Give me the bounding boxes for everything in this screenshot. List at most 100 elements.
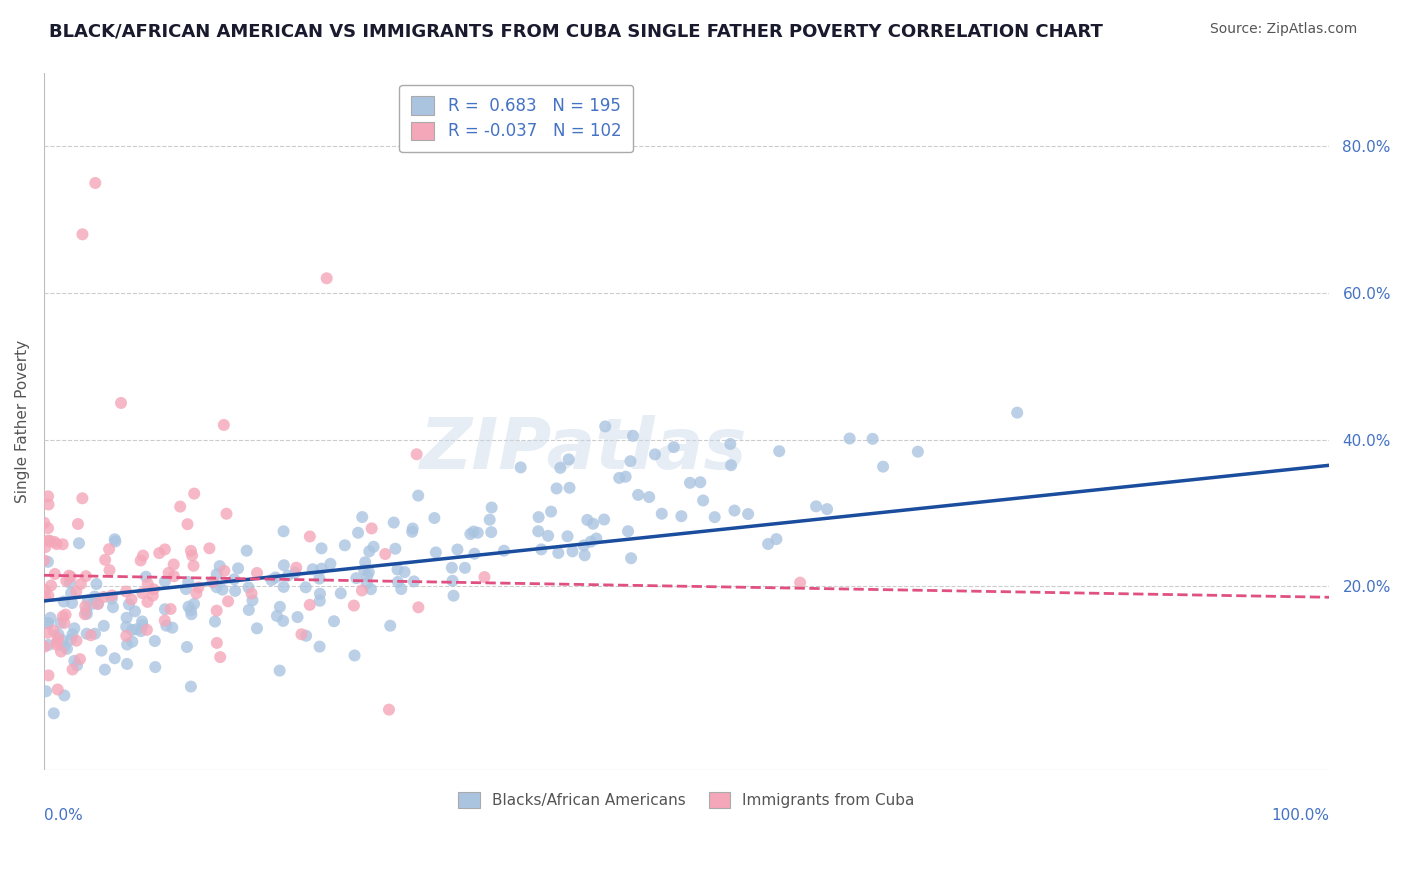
Point (37, 638, 59, 652)
Point (153, 614, 176, 628)
Point (39, 533, 62, 548)
Point (75, 604, 97, 618)
Point (815, 502, 838, 516)
Point (49, 615, 72, 630)
Point (202, 574, 225, 589)
Point (266, 608, 288, 623)
Point (55, 574, 77, 588)
Point (58, 568, 80, 582)
Point (405, 447, 427, 461)
Point (37, 521, 59, 535)
Point (582, 516, 605, 531)
Point (343, 599, 366, 613)
Point (235, 543, 257, 558)
Point (441, 574, 464, 588)
Point (478, 513, 501, 527)
Point (69, 652, 91, 666)
Point (162, 621, 184, 635)
Point (576, 513, 599, 527)
Point (311, 561, 333, 575)
Point (121, 592, 143, 607)
Point (53, 615, 76, 630)
Point (53, 689, 76, 703)
Text: 0.0%: 0.0% (44, 808, 83, 823)
Point (614, 469, 637, 483)
Point (148, 546, 170, 560)
Point (1005, 406, 1028, 420)
Point (872, 459, 894, 474)
Point (617, 524, 640, 539)
Point (159, 602, 181, 616)
Point (65, 633, 87, 648)
Point (136, 595, 159, 609)
Point (804, 500, 827, 514)
Point (212, 417, 235, 432)
Point (572, 538, 595, 552)
Point (180, 544, 202, 558)
Point (183, 558, 205, 573)
Point (360, 521, 382, 535)
Point (157, 566, 180, 580)
Point (52, 609, 75, 624)
Point (129, 553, 152, 567)
Point (32, 516, 55, 530)
Point (32, 553, 55, 567)
Point (121, 623, 143, 637)
Point (273, 580, 295, 594)
Point (153, 574, 176, 589)
Point (118, 598, 141, 612)
Point (350, 583, 373, 598)
Point (287, 610, 309, 624)
Point (34, 640, 56, 654)
Point (44, 535, 66, 549)
Point (38, 498, 60, 512)
Point (718, 437, 741, 451)
Point (357, 565, 380, 579)
Point (98, 563, 121, 577)
Point (474, 570, 496, 584)
Point (80, 628, 103, 642)
Point (100, 591, 122, 606)
Point (209, 650, 232, 665)
Point (115, 657, 138, 671)
Point (380, 618, 402, 632)
Point (66, 516, 89, 531)
Point (153, 602, 176, 616)
Point (48, 627, 70, 641)
Y-axis label: Single Father Poverty: Single Father Poverty (15, 340, 30, 503)
Point (59, 570, 82, 584)
Point (52, 537, 75, 551)
Point (768, 444, 790, 458)
Point (347, 525, 370, 540)
Text: ZIPatlas: ZIPatlas (420, 415, 748, 483)
Point (37, 589, 59, 603)
Point (153, 542, 176, 557)
Point (389, 582, 412, 596)
Point (662, 440, 685, 454)
Point (423, 511, 446, 525)
Point (374, 547, 396, 561)
Point (201, 575, 224, 590)
Point (37, 625, 59, 640)
Point (110, 396, 132, 410)
Point (49, 644, 72, 658)
Point (273, 524, 295, 539)
Point (94, 553, 117, 567)
Point (66, 658, 89, 673)
Point (593, 419, 616, 434)
Point (131, 618, 153, 632)
Point (789, 575, 811, 590)
Point (765, 532, 787, 546)
Point (907, 444, 929, 458)
Text: Source: ZipAtlas.com: Source: ZipAtlas.com (1209, 22, 1357, 37)
Point (45, 635, 67, 649)
Point (93, 619, 115, 633)
Point (204, 615, 226, 629)
Point (46, 682, 69, 697)
Point (271, 614, 294, 628)
Point (285, 560, 308, 574)
Point (290, 627, 312, 641)
Point (83, 590, 105, 604)
Point (481, 500, 503, 515)
Point (226, 561, 249, 575)
